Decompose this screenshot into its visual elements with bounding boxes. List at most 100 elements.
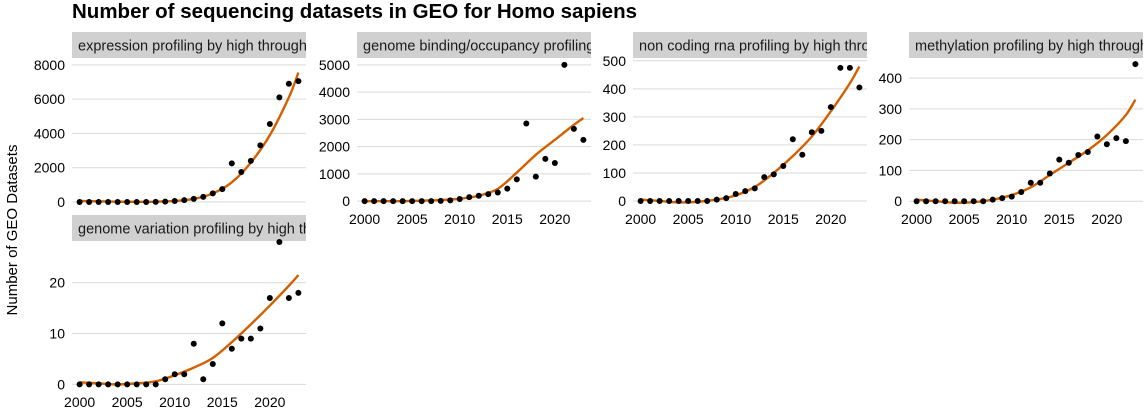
facet-strip [633, 32, 867, 58]
data-point [637, 197, 644, 204]
data-point [456, 196, 463, 202]
data-point [532, 173, 539, 180]
y-tick-label: 0 [618, 193, 626, 209]
data-point [181, 197, 188, 204]
data-point [247, 335, 254, 342]
data-point [371, 198, 378, 205]
data-point [1046, 170, 1053, 177]
trend-line [79, 72, 300, 204]
data-point [124, 199, 131, 205]
data-point [466, 194, 473, 201]
trend-line [640, 65, 861, 204]
data-point [1037, 179, 1044, 186]
data-point [162, 198, 169, 205]
data-point [105, 199, 112, 205]
facet-title: non coding rna profiling by high through… [639, 39, 992, 55]
x-tick-label: 2005 [397, 211, 428, 227]
trend-line [916, 98, 1137, 205]
data-point [143, 199, 150, 205]
data-point [114, 381, 121, 388]
data-point [523, 120, 530, 127]
y-tick-label: 400 [879, 70, 903, 86]
data-point [827, 104, 834, 111]
trend-line [364, 117, 585, 203]
data-point [143, 381, 150, 388]
data-point [647, 197, 654, 204]
data-point [475, 192, 482, 199]
data-point [133, 199, 140, 205]
data-point [95, 199, 102, 205]
data-point [124, 381, 131, 388]
x-tick-label: 2010 [159, 394, 190, 410]
data-point [200, 376, 207, 383]
data-point [989, 196, 996, 203]
y-tick-label: 0 [894, 193, 902, 209]
data-point [181, 371, 188, 378]
x-tick-label: 2005 [949, 211, 980, 227]
data-point [970, 198, 977, 205]
y-tick-label: 200 [603, 137, 627, 153]
data-point [418, 198, 425, 205]
y-tick-label: 2000 [34, 160, 65, 176]
data-point [666, 197, 673, 204]
x-tick-label: 2010 [996, 211, 1027, 227]
data-point [447, 197, 454, 204]
data-point [1065, 159, 1072, 166]
data-point [266, 294, 273, 301]
data-point [980, 198, 987, 205]
x-tick-label: 2015 [1044, 211, 1075, 227]
facet-panel: methylation profiling by high throughput… [879, 32, 1143, 227]
data-point [494, 189, 501, 196]
x-tick-label: 2010 [444, 211, 475, 227]
data-point [285, 80, 292, 87]
data-point [257, 325, 264, 332]
data-point [913, 198, 920, 205]
y-tick-label: 500 [603, 53, 627, 69]
data-point [285, 294, 292, 301]
data-point [95, 381, 102, 388]
data-point [542, 155, 549, 162]
data-point [1103, 141, 1110, 148]
data-point [1132, 61, 1139, 68]
y-tick-label: 200 [879, 132, 903, 148]
data-point [399, 198, 406, 205]
data-point [152, 381, 159, 388]
facet-panel: genome variation profiling by high throu… [49, 215, 446, 410]
y-tick-label: 1000 [319, 166, 350, 182]
x-tick-label: 2015 [768, 211, 799, 227]
chart-title: Number of sequencing datasets in GEO for… [72, 0, 637, 23]
data-point [799, 151, 806, 158]
data-point [171, 197, 178, 204]
data-point [1056, 156, 1063, 163]
y-tick-label: 6000 [34, 91, 65, 107]
data-point [209, 190, 216, 197]
data-point [513, 176, 520, 183]
data-point [266, 121, 273, 127]
y-tick-label: 4000 [319, 84, 350, 100]
x-tick-label: 2020 [539, 211, 570, 227]
x-tick-label: 2000 [901, 211, 932, 227]
data-point [295, 289, 302, 296]
facet-strip [72, 215, 306, 241]
facet-panel: genome binding/occupancy profiling by hi… [319, 32, 591, 227]
data-point [1075, 152, 1082, 159]
data-point [570, 125, 577, 132]
data-point [257, 142, 264, 149]
data-point [770, 171, 777, 178]
data-point [380, 198, 387, 205]
data-point [1113, 135, 1120, 142]
x-tick-label: 2000 [625, 211, 656, 227]
data-point [675, 197, 682, 204]
data-point [856, 84, 863, 91]
data-point [238, 169, 245, 175]
data-point [247, 157, 254, 164]
data-point [961, 198, 968, 205]
facet-title: genome variation profiling by high throu… [78, 222, 446, 238]
data-point [219, 320, 226, 327]
facet-strip [357, 32, 591, 58]
x-tick-label: 2020 [254, 394, 285, 410]
y-tick-label: 300 [603, 109, 627, 125]
data-point [1122, 138, 1129, 145]
data-point [789, 136, 796, 143]
